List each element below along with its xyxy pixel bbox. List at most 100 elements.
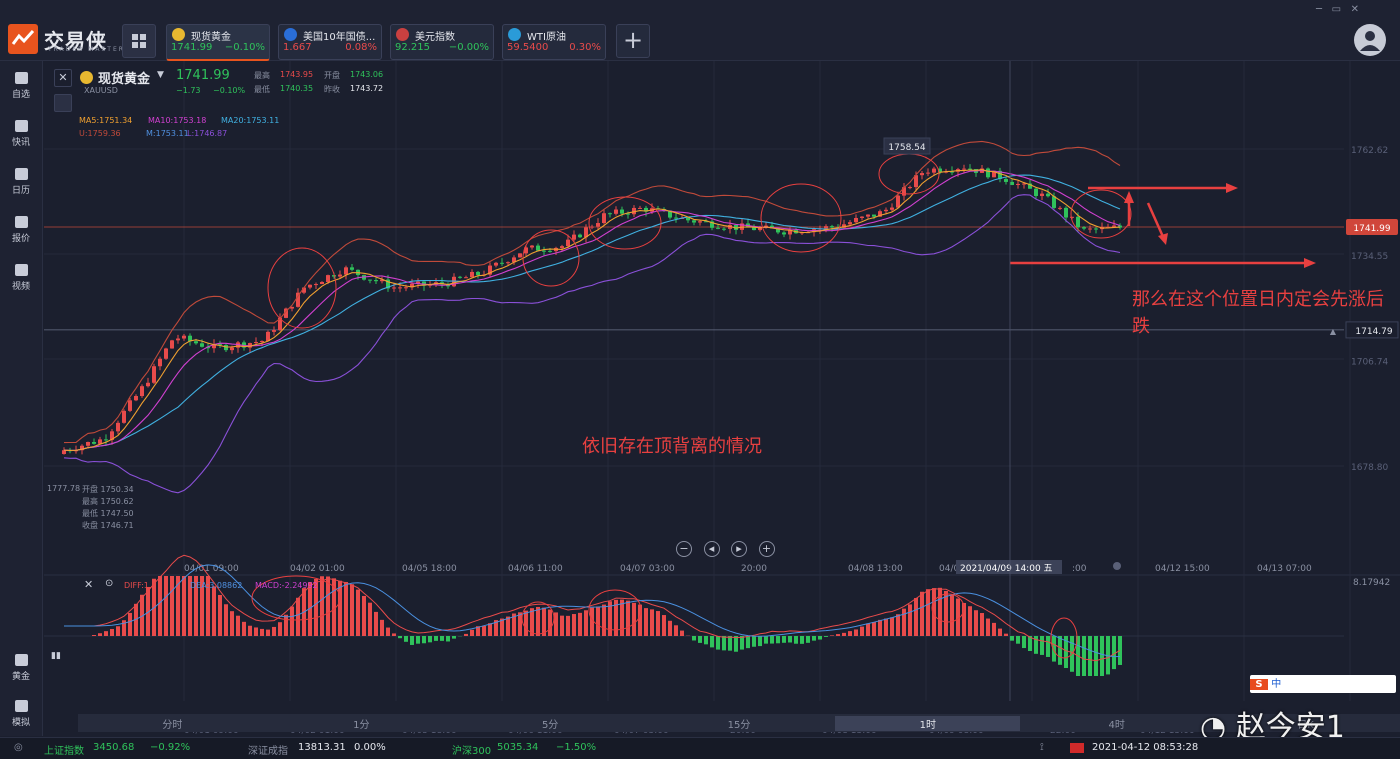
sidebar-item[interactable]: 日历 [0,168,42,196]
candle [146,383,150,386]
sidebar-item-label: 黄金 [12,672,30,682]
macd-bar [908,604,912,636]
candle [350,267,354,269]
grid-menu-button[interactable] [122,24,156,58]
time-axis-label: 04/06 11:00 [508,564,563,574]
macd-bar [230,611,234,636]
candle [830,226,834,227]
index3-name: 沪深300 [452,742,491,757]
minimize-icon[interactable]: ─ [1316,4,1322,15]
price-chart[interactable]: 1762.621734.551706.741678.801741.991714.… [44,61,1400,737]
candle [1010,182,1014,185]
price-axis-label: 1678.80 [1351,463,1388,473]
macd-bar [470,630,474,636]
timeframe-tab[interactable]: 分时 [80,716,265,731]
macd-indicator-icon[interactable]: ▮▮ [51,651,61,661]
sidebar-item[interactable]: 报价 [0,216,42,244]
candle [476,272,480,275]
macd-bar [884,619,888,636]
current-price-tag-text: 1741.99 [1353,224,1390,234]
macd-bar [974,610,978,636]
timeframe-tab[interactable]: 15分 [647,716,832,731]
macd-bar [92,635,96,636]
macd-bar [560,616,564,636]
macd-bar [692,636,696,640]
macd-bar [824,636,828,637]
sidebar-item[interactable]: 模拟 [0,700,42,728]
sidebar-item[interactable]: 视频 [0,264,42,292]
candle [122,411,126,423]
symbol-name[interactable]: 现货黄金 [98,68,150,87]
candle [98,439,102,443]
candle [692,220,696,222]
ime-mode: 中 [1271,679,1281,690]
scroll-right-icon[interactable]: ▸ [731,541,747,557]
timeframe-tab[interactable]: 1分 [269,716,454,731]
sidebar-item[interactable]: 快讯 [0,120,42,148]
macd-bar [338,581,342,636]
candle [986,169,990,178]
candle [368,280,372,281]
macd-bar [116,626,120,636]
macd-bar [158,576,162,636]
macd-bar [668,621,672,636]
draw-tool-button[interactable] [54,94,72,112]
macd-bar [650,609,654,636]
macd-bar [980,613,984,636]
price-axis-label: 1734.55 [1351,252,1388,262]
low-label: 最低 [254,84,270,95]
close-macd-icon[interactable]: ✕ [84,578,93,591]
macd-bar [722,636,726,650]
candle [260,341,264,342]
candle [140,386,144,396]
quote-tab-name: 美国10年国债... [303,28,375,43]
price-axis-label: 1762.62 [1351,146,1388,156]
restore-icon[interactable]: ▭ [1332,4,1341,15]
headset-icon[interactable]: ◎ [14,742,23,753]
gold-icon [15,654,28,666]
sidebar-item[interactable]: 黄金 [0,654,42,682]
close-chart-button[interactable]: ✕ [54,69,72,87]
annotation-main: 依旧存在顶背离的情况 [582,432,762,458]
candle [548,251,552,252]
macd-bar [290,607,294,636]
left-sidebar [0,61,43,736]
macd-bar [452,636,456,639]
candle [1016,184,1020,185]
timeframe-tab[interactable]: 1时 [835,716,1020,731]
macd-bar [506,617,510,636]
candle [854,218,858,222]
candle [1034,189,1038,196]
macd-bar [164,576,168,636]
chevron-down-icon[interactable]: ▼ [157,70,164,80]
timeframe-tab[interactable]: 4时 [1024,716,1209,731]
zoom-in-icon[interactable]: + [759,541,775,557]
zoom-out-icon[interactable]: − [676,541,692,557]
macd-bar [704,636,708,644]
sidebar-item[interactable]: 自选 [0,72,42,100]
macd-bar [272,627,276,636]
add-tab-button[interactable]: + [616,24,650,58]
candle [560,246,564,248]
macd-bar [1010,636,1014,641]
ma5-label: MA5:1751.34 [79,116,132,125]
scroll-left-icon[interactable]: ◂ [704,541,720,557]
time-axis-label: 04/05 18:00 [402,564,457,574]
quote-tab-price: 59.5400 [507,42,548,53]
low-value: 1740.35 [280,84,313,93]
user-avatar[interactable] [1354,24,1386,56]
timeframe-tab[interactable]: 5分 [458,716,643,731]
index1-value: 3450.68 [93,742,134,753]
macd-bar [866,623,870,636]
index1-change: −0.92% [150,742,190,753]
macd-value-label: MACD:-2.24992 [255,581,318,590]
ime-toolbar[interactable]: S 中 [1250,675,1396,693]
close-window-icon[interactable]: ✕ [1351,4,1359,15]
macd-settings-icon[interactable]: ⊙ [105,578,113,589]
instrument-icon [284,28,297,41]
candle [1082,227,1086,228]
